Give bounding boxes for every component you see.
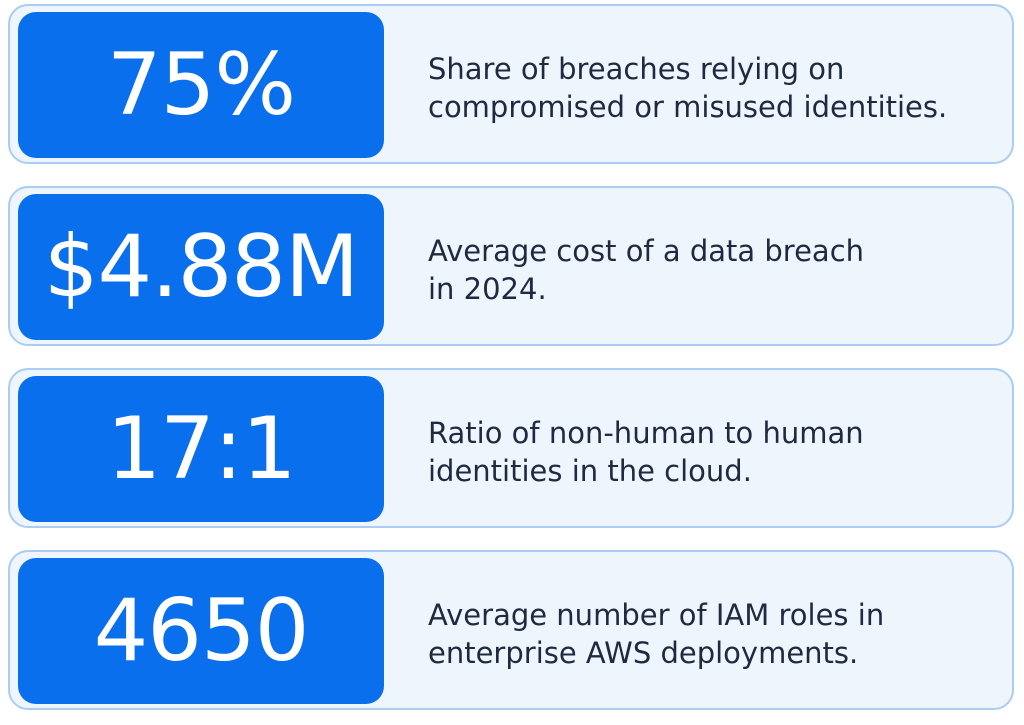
stat-description-line: compromised or misused identities. [428, 90, 948, 124]
stat-description: Share of breaches relying on compromised… [428, 50, 998, 126]
stat-description: Average cost of a data breach in 2024. [428, 232, 998, 308]
stat-card-iam-roles: 4650 Average number of IAM roles in ente… [8, 550, 1014, 710]
stat-value-box: 4650 [18, 558, 384, 704]
stat-description-line: enterprise AWS deployments. [428, 636, 859, 670]
stat-description-line: Share of breaches relying on [428, 52, 845, 86]
stat-card-breach-cost: $4.88M Average cost of a data breach in … [8, 186, 1014, 346]
stat-description-line: Average number of IAM roles in [428, 598, 885, 632]
stat-description-line: in 2024. [428, 272, 547, 306]
stat-description: Ratio of non-human to human identities i… [428, 414, 998, 490]
stat-value-box: $4.88M [18, 194, 384, 340]
stat-description-line: Ratio of non-human to human [428, 416, 864, 450]
stat-description: Average number of IAM roles in enterpris… [428, 596, 998, 672]
stat-value: 17:1 [106, 399, 296, 499]
stat-card-identity-ratio: 17:1 Ratio of non-human to human identit… [8, 368, 1014, 528]
stat-card-breaches-identities: 75% Share of breaches relying on comprom… [8, 4, 1014, 164]
stat-description-line: identities in the cloud. [428, 454, 752, 488]
stat-value: 75% [106, 35, 296, 135]
stat-value-box: 75% [18, 12, 384, 158]
stat-value-box: 17:1 [18, 376, 384, 522]
stat-value: 4650 [93, 581, 310, 681]
stat-value: $4.88M [43, 217, 359, 317]
stat-description-line: Average cost of a data breach [428, 234, 865, 268]
